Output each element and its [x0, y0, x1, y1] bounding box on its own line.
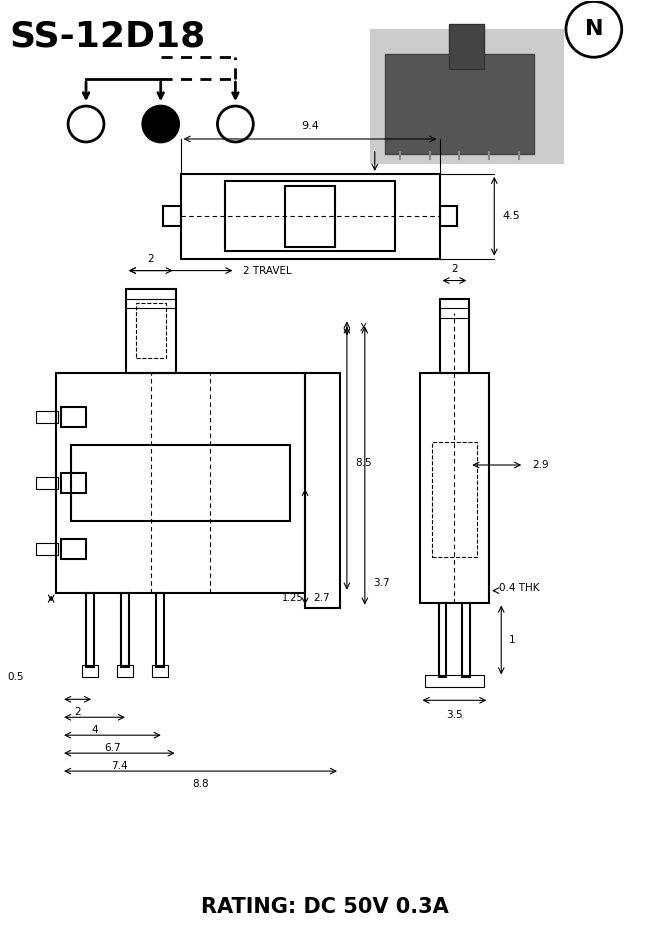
Bar: [225, 181, 395, 251]
Text: 4.5: 4.5: [502, 211, 520, 221]
Bar: [82, 665, 98, 677]
Bar: [439, 206, 458, 226]
Text: 6.7: 6.7: [104, 744, 121, 753]
Bar: [439, 299, 469, 373]
Bar: [180, 174, 439, 258]
Text: 2: 2: [451, 264, 458, 273]
Bar: [432, 442, 478, 557]
Text: 9.4: 9.4: [301, 121, 319, 131]
Bar: [61, 473, 86, 493]
Bar: [305, 373, 340, 607]
Bar: [136, 303, 165, 358]
Text: 3.5: 3.5: [446, 710, 463, 720]
Text: 2 TRAVEL: 2 TRAVEL: [243, 266, 292, 275]
Bar: [71, 444, 290, 522]
Bar: [420, 373, 489, 603]
Text: 8.8: 8.8: [192, 779, 209, 789]
Text: RATING: DC 50V 0.3A: RATING: DC 50V 0.3A: [201, 897, 448, 917]
Bar: [56, 373, 305, 592]
Text: N: N: [585, 20, 603, 39]
Bar: [462, 603, 471, 677]
Bar: [61, 407, 86, 427]
Bar: [163, 206, 180, 226]
Circle shape: [143, 106, 178, 142]
Bar: [385, 54, 534, 154]
Text: 4: 4: [91, 725, 98, 735]
Text: 1: 1: [509, 635, 516, 646]
Bar: [285, 186, 335, 246]
Text: 2: 2: [74, 707, 81, 717]
Bar: [86, 592, 94, 667]
Text: 2: 2: [147, 254, 154, 264]
Bar: [439, 603, 447, 677]
Text: 2.7: 2.7: [313, 592, 330, 603]
Text: SS-12D18: SS-12D18: [9, 20, 206, 53]
Text: 1.25: 1.25: [282, 592, 303, 603]
Bar: [121, 592, 129, 667]
Bar: [450, 24, 484, 69]
Text: X: X: [360, 324, 367, 333]
Text: 3.7: 3.7: [373, 578, 389, 588]
Bar: [370, 29, 564, 164]
Bar: [36, 543, 58, 555]
Text: 2.9: 2.9: [532, 460, 549, 470]
Text: 0.4 THK: 0.4 THK: [499, 582, 540, 592]
Bar: [36, 477, 58, 489]
Bar: [117, 665, 133, 677]
Bar: [152, 665, 167, 677]
Text: 0.5: 0.5: [8, 673, 24, 682]
Bar: [126, 288, 176, 373]
Text: 7.4: 7.4: [111, 761, 128, 771]
Bar: [61, 538, 86, 559]
Bar: [424, 675, 484, 688]
Bar: [156, 592, 164, 667]
Text: 8.5: 8.5: [355, 458, 371, 468]
Bar: [36, 411, 58, 424]
